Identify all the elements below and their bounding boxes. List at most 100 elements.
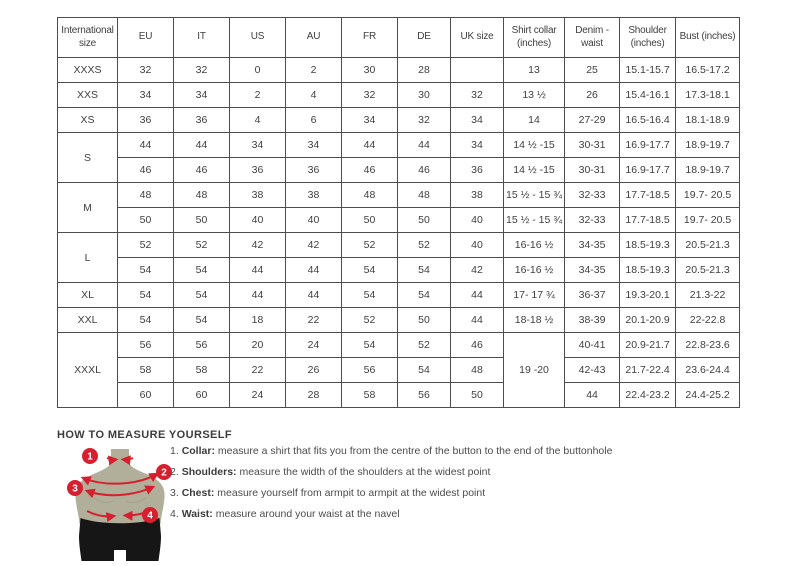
size-cell: XL — [57, 282, 118, 308]
size-cell: 17- 17 ¾ — [502, 282, 566, 308]
size-cell: 26 — [285, 357, 342, 383]
instruction-label: Waist: — [181, 508, 213, 520]
measure-instructions: 1. Collar: measure a shirt that fits you… — [170, 441, 612, 525]
size-cell: XXS — [57, 82, 118, 108]
size-cell: 44 — [285, 257, 342, 283]
instruction-number: 4. — [170, 508, 182, 520]
size-cell: 50 — [173, 207, 230, 233]
size-cell: 17.7-18.5 — [619, 207, 677, 233]
size-chart-header: International size EU IT US AU FR DE UK size Shi… — [57, 17, 741, 58]
size-cell: 44 — [285, 282, 342, 308]
size-cell: 54 — [341, 332, 398, 358]
size-cell: 54 — [173, 257, 230, 283]
size-cell: 34 — [450, 107, 504, 133]
size-cell: 44 — [229, 257, 286, 283]
instruction-text: measure a shirt that fits you from the c… — [214, 445, 613, 457]
measure-instruction: 3. Chest: measure yourself from armpit t… — [170, 483, 612, 504]
size-cell: 32 — [450, 82, 504, 108]
size-cell: 13 ½ — [502, 82, 566, 108]
size-cell: 44 — [397, 132, 451, 158]
table-row: M 48 48 38 38 48 48 38 15 ½ - 15 ¾ 32-33 17.7-18.5… — [57, 182, 741, 233]
size-cell: 20.1-20.9 — [619, 307, 677, 333]
column-header: DE — [397, 17, 451, 58]
size-cell: 21.7-22.4 — [619, 357, 677, 383]
chest-contour-right — [125, 497, 147, 503]
badge-1-circle — [82, 448, 98, 464]
size-cell: 48 — [341, 182, 398, 208]
instruction-number: 1. — [170, 445, 182, 457]
badge-3-number: 3 — [72, 484, 78, 495]
size-cell: 48 — [450, 357, 504, 383]
size-cell: 46 — [173, 157, 230, 183]
size-chart-table: International size EU IT US AU FR DE UK size Shi… — [57, 17, 741, 408]
badge-2-number: 2 — [161, 468, 167, 479]
table-row: XL 54 54 44 44 54 54 44 17- 17 ¾ 36-37 19.3-20.1 21… — [57, 282, 741, 308]
size-cell: 32 — [117, 57, 174, 83]
size-cell: 44 — [173, 132, 230, 158]
measurement-arrows — [80, 455, 160, 523]
size-cell: 32-33 — [564, 182, 621, 208]
size-cell: 14 ½ -15 — [502, 132, 566, 158]
size-cell: 22 — [285, 307, 342, 333]
size-cell: 28 — [397, 57, 451, 83]
size-cell: 18.5-19.3 — [619, 257, 677, 283]
size-cell: 18.1-18.9 — [675, 107, 741, 133]
table-row: 58 58 22 26 56 54 48 42-43 21.7-22.4 23.6-24.4 — [58, 357, 741, 383]
size-cell: 50 — [117, 207, 174, 233]
size-cell: 14 — [502, 107, 566, 133]
size-cell: 15.1-15.7 — [619, 57, 677, 83]
size-cell: XXXL — [57, 332, 118, 408]
column-header: FR — [341, 17, 398, 58]
size-cell: 16.9-17.7 — [619, 157, 677, 183]
badge-4-number: 4 — [147, 511, 153, 522]
table-row: XXS 34 34 2 4 32 30 32 13 ½ 26 15.4-16.1 17.3-18.1 — [57, 82, 741, 108]
size-cell: 26 — [564, 82, 621, 108]
size-cell: 18.9-19.7 — [675, 132, 741, 158]
size-cell: 6 — [285, 107, 342, 133]
size-cell: 40-41 — [564, 332, 621, 358]
size-cell: 42-43 — [564, 357, 621, 383]
shoulder-arrow — [80, 472, 160, 486]
size-cell: 25 — [564, 57, 621, 83]
size-cell: 56 — [397, 382, 451, 408]
mannequin-figure: 1 2 3 4 — [67, 448, 172, 561]
table-row: XXL 54 54 18 22 52 50 44 18-18 ½ 38-39 20.1-20.9 22… — [57, 307, 741, 333]
instruction-label: Chest: — [181, 487, 215, 499]
size-cell: 34 — [341, 107, 398, 133]
size-cell: 38 — [450, 182, 504, 208]
size-cell: 48 — [117, 182, 174, 208]
size-cell: 46 — [341, 157, 398, 183]
instruction-text: measure the width of the shoulders at th… — [236, 466, 491, 478]
size-cell: 18.9-19.7 — [675, 157, 741, 183]
size-cell: 32 — [173, 57, 230, 83]
size-cell: 44 — [229, 282, 286, 308]
size-cell: 34 — [450, 132, 504, 158]
size-cell: 40 — [285, 207, 342, 233]
size-cell: 16.5-16.4 — [619, 107, 677, 133]
size-cell: 36 — [450, 157, 504, 183]
size-cell: 46 — [450, 332, 504, 358]
measure-instruction: 2. Shoulders: measure the width of the s… — [170, 462, 612, 483]
size-cell: 22-22.8 — [675, 307, 741, 333]
size-cell: 34 — [285, 132, 342, 158]
size-cell: 34-35 — [564, 232, 621, 258]
size-cell: 44 — [341, 132, 398, 158]
table-row: 50 50 40 40 50 50 40 15 ½ - 15 ¾ 32-33 17.7-18.5 1… — [58, 207, 741, 233]
size-cell: 14 ½ -15 — [502, 157, 566, 183]
size-cell: 44 — [450, 282, 504, 308]
size-cell: 58 — [117, 357, 174, 383]
table-row: 60 60 24 28 58 56 50 44 22.4-23.2 24.4-25.2 — [58, 382, 741, 408]
size-cell: XXXS — [57, 57, 118, 83]
size-cell: 52 — [117, 232, 174, 258]
instruction-label: Shoulders: — [181, 466, 237, 478]
column-header: Denim - waist — [564, 17, 621, 58]
size-cell: 52 — [341, 232, 398, 258]
size-cell — [450, 57, 504, 83]
size-cell: 44 — [450, 307, 504, 333]
size-cell: 52 — [341, 307, 398, 333]
mannequin-shorts — [79, 518, 161, 561]
size-cell: 54 — [397, 282, 451, 308]
instruction-text: measure yourself from armpit to armpit a… — [214, 487, 486, 499]
instruction-label: Collar: — [181, 445, 215, 457]
size-cell: 36 — [117, 107, 174, 133]
